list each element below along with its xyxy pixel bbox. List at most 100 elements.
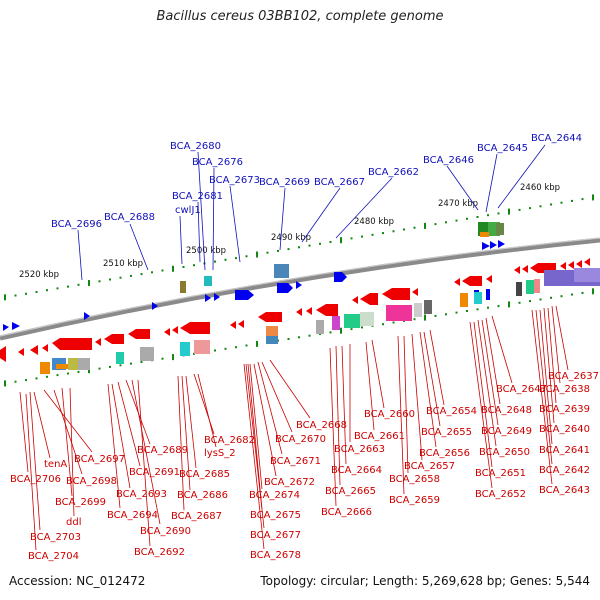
reverse-gene[interactable] xyxy=(584,258,590,266)
reverse-gene[interactable] xyxy=(52,338,92,350)
gene-label[interactable]: cwlJ1 xyxy=(175,205,201,216)
reverse-gene[interactable] xyxy=(0,346,6,362)
gene-label[interactable]: BCA_2640 xyxy=(539,424,590,435)
gene-label[interactable]: BCA_2698 xyxy=(66,476,117,487)
forward-gene[interactable] xyxy=(334,272,347,282)
gene-label[interactable]: BCA_2644 xyxy=(531,133,582,144)
gene-label[interactable]: BCA_2666 xyxy=(321,507,372,518)
reverse-gene[interactable] xyxy=(522,265,528,273)
gene-label[interactable]: BCA_2677 xyxy=(250,530,301,541)
reverse-gene[interactable] xyxy=(316,304,338,316)
forward-gene[interactable] xyxy=(235,290,254,300)
gene-label[interactable]: BCA_2671 xyxy=(270,456,321,467)
gene-label[interactable]: BCA_2686 xyxy=(177,490,228,501)
gene-label[interactable]: BCA_2691 xyxy=(129,467,180,478)
gene-label[interactable]: BCA_2655 xyxy=(421,427,472,438)
gene-label[interactable]: BCA_2649 xyxy=(481,426,532,437)
gene-label[interactable]: BCA_2667 xyxy=(314,177,365,188)
gene-label[interactable]: BCA_2638 xyxy=(539,384,590,395)
reverse-gene[interactable] xyxy=(576,260,582,268)
reverse-gene[interactable] xyxy=(352,296,358,304)
gene-label[interactable]: BCA_2685 xyxy=(179,469,230,480)
reverse-gene[interactable] xyxy=(306,307,312,315)
gene-label[interactable]: BCA_2676 xyxy=(192,157,243,168)
reverse-gene[interactable] xyxy=(30,345,38,355)
forward-gene[interactable] xyxy=(3,324,9,331)
gene-label[interactable]: BCA_2651 xyxy=(475,468,526,479)
gene-label[interactable]: BCA_2697 xyxy=(74,454,125,465)
reverse-gene[interactable] xyxy=(42,344,48,352)
forward-gene[interactable] xyxy=(214,293,220,301)
reverse-gene[interactable] xyxy=(412,288,418,296)
gene-label[interactable]: BCA_2646 xyxy=(423,155,474,166)
reverse-gene[interactable] xyxy=(164,328,170,336)
reverse-gene[interactable] xyxy=(104,334,124,344)
forward-gene[interactable] xyxy=(498,240,505,248)
reverse-gene[interactable] xyxy=(258,312,282,322)
gene-label[interactable]: BCA_2692 xyxy=(134,547,185,558)
gene-label[interactable]: BCA_2637 xyxy=(548,371,599,382)
forward-gene[interactable] xyxy=(296,281,302,289)
gene-label[interactable]: BCA_2656 xyxy=(419,448,470,459)
gene-label[interactable]: BCA_2706 xyxy=(10,474,61,485)
gene-label[interactable]: BCA_2662 xyxy=(368,167,419,178)
gene-label[interactable]: BCA_2665 xyxy=(325,486,376,497)
forward-gene[interactable] xyxy=(482,242,490,250)
gene-label[interactable]: BCA_2688 xyxy=(104,212,155,223)
reverse-gene[interactable] xyxy=(462,276,482,286)
gene-label[interactable]: BCA_2661 xyxy=(354,431,405,442)
reverse-gene[interactable] xyxy=(18,348,24,356)
gene-label[interactable]: BCA_2648 xyxy=(481,405,532,416)
gene-label[interactable]: BCA_2652 xyxy=(475,489,526,500)
gene-label[interactable]: BCA_2674 xyxy=(249,490,300,501)
gene-label[interactable]: BCA_2704 xyxy=(28,551,79,562)
gene-label[interactable]: BCA_2639 xyxy=(539,404,590,415)
reverse-gene[interactable] xyxy=(454,278,460,286)
gene-label[interactable]: tenA xyxy=(44,459,67,470)
gene-label[interactable]: BCA_2687 xyxy=(171,511,222,522)
reverse-gene[interactable] xyxy=(95,338,101,346)
gene-label[interactable]: BCA_2675 xyxy=(250,510,301,521)
gene-label[interactable]: BCA_2669 xyxy=(259,177,310,188)
forward-gene[interactable] xyxy=(490,241,497,249)
forward-gene[interactable] xyxy=(12,322,20,330)
gene-label[interactable]: BCA_2650 xyxy=(479,447,530,458)
gene-label[interactable]: BCA_2643 xyxy=(539,485,590,496)
reverse-gene[interactable] xyxy=(486,275,492,283)
reverse-gene[interactable] xyxy=(514,266,520,274)
gene-label[interactable]: BCA_2647 xyxy=(496,384,547,395)
gene-label[interactable]: BCA_2703 xyxy=(30,532,81,543)
reverse-gene[interactable] xyxy=(568,261,574,269)
gene-label[interactable]: BCA_2642 xyxy=(539,465,590,476)
reverse-gene[interactable] xyxy=(382,288,410,300)
gene-label[interactable]: BCA_2645 xyxy=(477,143,528,154)
gene-label[interactable]: BCA_2694 xyxy=(107,510,158,521)
forward-gene[interactable] xyxy=(205,294,211,302)
gene-label[interactable]: BCA_2673 xyxy=(209,175,260,186)
gene-label[interactable]: BCA_2699 xyxy=(55,497,106,508)
gene-label[interactable]: BCA_2657 xyxy=(404,461,455,472)
reverse-gene[interactable] xyxy=(360,293,378,305)
reverse-gene[interactable] xyxy=(230,321,236,329)
gene-label[interactable]: BCA_2641 xyxy=(539,445,590,456)
gene-label[interactable]: lysS_2 xyxy=(204,448,236,459)
reverse-gene[interactable] xyxy=(296,308,302,316)
gene-label[interactable]: BCA_2654 xyxy=(426,406,477,417)
forward-gene[interactable] xyxy=(152,302,158,310)
reverse-gene[interactable] xyxy=(128,329,150,339)
reverse-gene[interactable] xyxy=(238,320,244,328)
gene-label[interactable]: BCA_2664 xyxy=(331,465,382,476)
reverse-gene[interactable] xyxy=(172,326,178,334)
gene-label[interactable]: BCA_2659 xyxy=(389,495,440,506)
gene-label[interactable]: BCA_2693 xyxy=(116,489,167,500)
gene-label[interactable]: BCA_2668 xyxy=(296,420,347,431)
forward-gene[interactable] xyxy=(84,312,90,320)
gene-label[interactable]: BCA_2696 xyxy=(51,219,102,230)
forward-gene[interactable] xyxy=(486,289,490,300)
gene-label[interactable]: BCA_2690 xyxy=(140,526,191,537)
gene-label[interactable]: BCA_2663 xyxy=(334,444,385,455)
gene-label[interactable]: BCA_2681 xyxy=(172,191,223,202)
gene-label[interactable]: BCA_2689 xyxy=(137,445,188,456)
gene-label[interactable]: BCA_2672 xyxy=(264,477,315,488)
gene-label[interactable]: ddl xyxy=(66,517,81,528)
